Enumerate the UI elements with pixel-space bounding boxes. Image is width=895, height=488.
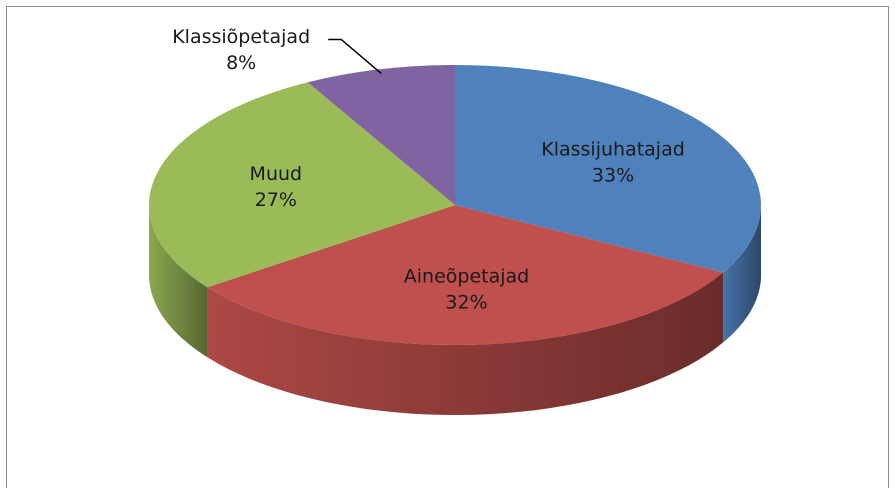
slice-value-label: 33% [592, 165, 634, 187]
leader-line [328, 38, 382, 75]
slice-side-shade [723, 205, 761, 343]
slice-label: Aineõpetajad [404, 265, 529, 287]
slice-value-label: 8% [226, 52, 256, 74]
slice [307, 65, 455, 205]
slice [455, 65, 761, 273]
slice [149, 82, 455, 288]
slice-label: Klassijuhatajad [541, 139, 685, 161]
slice-label: Muud [250, 163, 303, 185]
slice-side-shade [207, 272, 724, 415]
slice-value-label: 27% [255, 189, 297, 211]
slice-value-label: 32% [445, 291, 487, 313]
slice [207, 205, 724, 345]
slice-label: Klassiõpetajad [172, 26, 310, 48]
slice-side-shade [149, 205, 208, 358]
